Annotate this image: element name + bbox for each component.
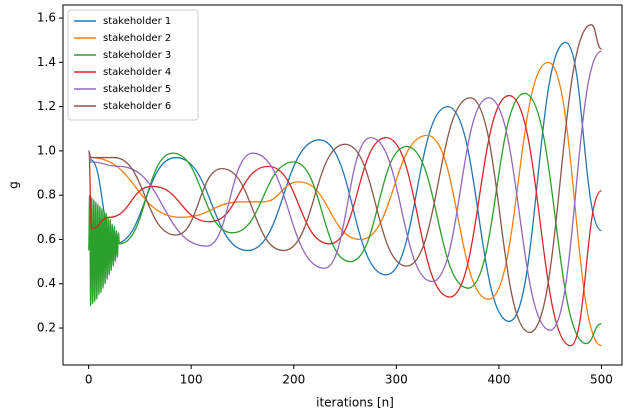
y-tick-label: 1.0	[37, 143, 56, 157]
y-tick-label: 0.8	[37, 188, 56, 202]
y-tick-label: 1.2	[37, 99, 56, 113]
legend-label: stakeholder 1	[103, 16, 171, 27]
series-line	[87, 24, 602, 334]
y-tick-label: 0.6	[37, 232, 56, 246]
legend-label: stakeholder 5	[103, 84, 171, 95]
legend-box	[67, 9, 199, 121]
x-tick-label: 100	[180, 373, 203, 387]
x-tick-label: 200	[282, 373, 305, 387]
x-tick-label: 0	[85, 373, 93, 387]
x-axis-label: iterations [n]	[316, 396, 394, 410]
plot-frame	[62, 4, 623, 366]
legend: stakeholder 1 stakeholder 2 stakeholder 3 s…	[67, 9, 199, 121]
legend-label: stakeholder 3	[103, 50, 171, 61]
series-line	[87, 50, 602, 331]
legend-label: stakeholder 2	[103, 33, 171, 44]
x-tick-label: 400	[487, 373, 510, 387]
series-line	[87, 92, 602, 345]
x-tick-label: 300	[385, 373, 408, 387]
series-line	[87, 61, 602, 347]
series-line	[87, 41, 602, 323]
y-tick-label: 1.4	[37, 55, 56, 69]
legend-label: stakeholder 6	[103, 101, 171, 112]
x-tick-label: 500	[590, 373, 613, 387]
y-tick-label: 1.6	[37, 11, 56, 25]
y-axis-label: g	[7, 181, 21, 189]
y-tick-label: 0.2	[37, 321, 56, 335]
series-line	[87, 94, 602, 347]
y-tick-label: 0.4	[37, 276, 56, 290]
legend-label: stakeholder 4	[103, 67, 171, 78]
